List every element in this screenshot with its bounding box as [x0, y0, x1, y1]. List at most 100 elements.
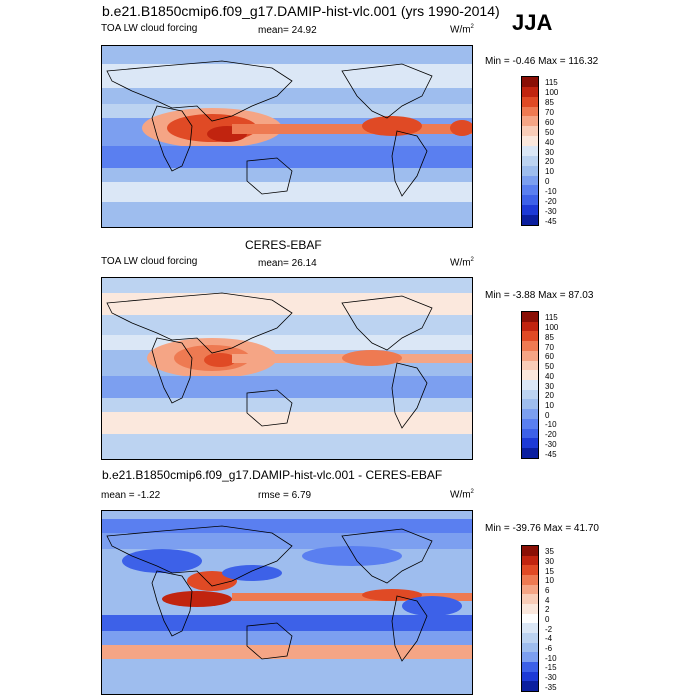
colorbar-tick-label: 115 — [545, 313, 558, 323]
panel1-map — [101, 45, 473, 228]
colorbar-segment — [522, 428, 538, 439]
colorbar-tick-label: 100 — [545, 323, 559, 333]
colorbar-segment — [522, 86, 538, 97]
panel3-stat-label: mean = — [101, 490, 135, 501]
colorbar-segment — [522, 116, 538, 127]
colorbar-tick-label: 20 — [545, 391, 554, 401]
colorbar-segment — [522, 77, 538, 87]
panel2-map — [101, 277, 473, 460]
panel3-rmse-label: rmse = — [258, 490, 289, 501]
colorbar-segment — [522, 546, 538, 556]
colorbar-tick-label: 85 — [545, 332, 554, 342]
colorbar-segment — [522, 603, 538, 614]
colorbar-segment — [522, 409, 538, 419]
colorbar-tick-label: 115 — [545, 78, 558, 88]
colorbar-segment — [522, 661, 538, 672]
colorbar-tick-label: 20 — [545, 157, 554, 167]
panel3-title: b.e21.B1850cmip6.f09_g17.DAMIP-hist-vlc.… — [102, 468, 443, 482]
colorbar-segment — [522, 341, 538, 351]
colorbar-tick-label: 6 — [545, 586, 550, 595]
colorbar-segment — [522, 642, 538, 653]
colorbar-segment — [522, 136, 538, 147]
colorbar-segment — [522, 418, 538, 429]
colorbar-tick-label: 60 — [545, 352, 554, 362]
panel1-variable-label: TOA LW cloud forcing — [101, 23, 198, 34]
colorbar-tick-label: -30 — [545, 439, 557, 449]
panel1-min-max: Min = -0.46 Max = 116.32 — [485, 56, 599, 67]
colorbar-tick-label: -30 — [545, 206, 557, 216]
colorbar-tick-label: 10 — [545, 167, 554, 177]
colorbar-tick-label: 35 — [545, 547, 554, 557]
colorbar-segment — [522, 555, 538, 566]
colorbar-tick-label: 0 — [545, 410, 550, 420]
colorbar-segment — [522, 594, 538, 604]
colorbar-tick-label: 15 — [545, 566, 554, 576]
panel1-colorbar — [521, 76, 539, 226]
colorbar-segment — [522, 652, 538, 662]
colorbar-segment — [522, 321, 538, 332]
colorbar-segment — [522, 350, 538, 361]
colorbar-tick-label: 10 — [545, 576, 554, 586]
colorbar-tick-label: -45 — [545, 216, 557, 226]
colorbar-tick-label: 50 — [545, 362, 554, 372]
colorbar-tick-label: -10 — [545, 420, 557, 430]
season-label: JJA — [512, 10, 553, 35]
colorbar-segment — [522, 584, 538, 595]
panel3-units: W/m — [450, 489, 471, 501]
colorbar-segment — [522, 380, 538, 390]
colorbar-segment — [522, 632, 538, 643]
colorbar-segment — [522, 574, 538, 585]
panel1-units: W/m — [450, 24, 471, 36]
panel2-units: W/m — [450, 257, 471, 269]
colorbar-tick-label: -35 — [545, 682, 557, 692]
colorbar-tick-label: -20 — [545, 196, 557, 206]
colorbar-tick-label: 70 — [545, 108, 554, 118]
panel3-map — [101, 510, 473, 695]
panel2-units-sup: 2 — [470, 257, 474, 263]
colorbar-tick-label: 30 — [545, 147, 554, 157]
colorbar-tick-label: -10 — [545, 653, 557, 663]
panel2-variable-label: TOA LW cloud forcing — [101, 256, 198, 267]
colorbar-tick-label: -10 — [545, 186, 557, 196]
colorbar-segment — [522, 389, 538, 400]
colorbar-tick-label: 30 — [545, 557, 554, 566]
colorbar-segment — [522, 681, 538, 691]
panel1-stat-value: 24.92 — [291, 25, 317, 36]
colorbar-segment — [522, 185, 538, 196]
colorbar-tick-label: 2 — [545, 605, 550, 615]
panel3-units-sup: 2 — [470, 489, 474, 495]
colorbar-segment — [522, 126, 538, 137]
colorbar-segment — [522, 312, 538, 322]
panel2-title: CERES-EBAF — [245, 238, 322, 252]
colorbar-tick-label: 60 — [545, 117, 554, 127]
colorbar-tick-label: 50 — [545, 127, 554, 137]
colorbar-segment — [522, 331, 538, 342]
colorbar-tick-label: 0 — [545, 615, 550, 624]
panel1-stat-label: mean= — [258, 25, 289, 36]
colorbar-segment — [522, 438, 538, 449]
colorbar-tick-label: -45 — [545, 449, 557, 459]
panel2-min-max: Min = -3.88 Max = 87.03 — [485, 290, 594, 301]
colorbar-tick-label: -15 — [545, 663, 557, 673]
colorbar-segment — [522, 623, 538, 633]
colorbar-tick-label: 4 — [545, 595, 550, 605]
colorbar-tick-label: 100 — [545, 88, 559, 98]
colorbar-segment — [522, 565, 538, 575]
colorbar-segment — [522, 106, 538, 117]
colorbar-tick-label: 40 — [545, 371, 554, 381]
colorbar-tick-label: -6 — [545, 644, 553, 653]
colorbar-tick-label: 0 — [545, 177, 550, 187]
colorbar-segment — [522, 370, 538, 381]
panel3-min-max: Min = -39.76 Max = 41.70 — [485, 523, 599, 534]
colorbar-segment — [522, 146, 538, 156]
colorbar-segment — [522, 205, 538, 216]
colorbar-tick-label: -4 — [545, 634, 553, 644]
colorbar-segment — [522, 215, 538, 225]
panel1-units-sup: 2 — [470, 24, 474, 30]
colorbar-segment — [522, 613, 538, 624]
colorbar-tick-label: -20 — [545, 430, 557, 440]
colorbar-tick-label: -30 — [545, 673, 557, 682]
panel3-stat-value: -1.22 — [137, 490, 161, 501]
colorbar-segment — [522, 96, 538, 107]
panel2-stat-value: 26.14 — [291, 258, 317, 269]
